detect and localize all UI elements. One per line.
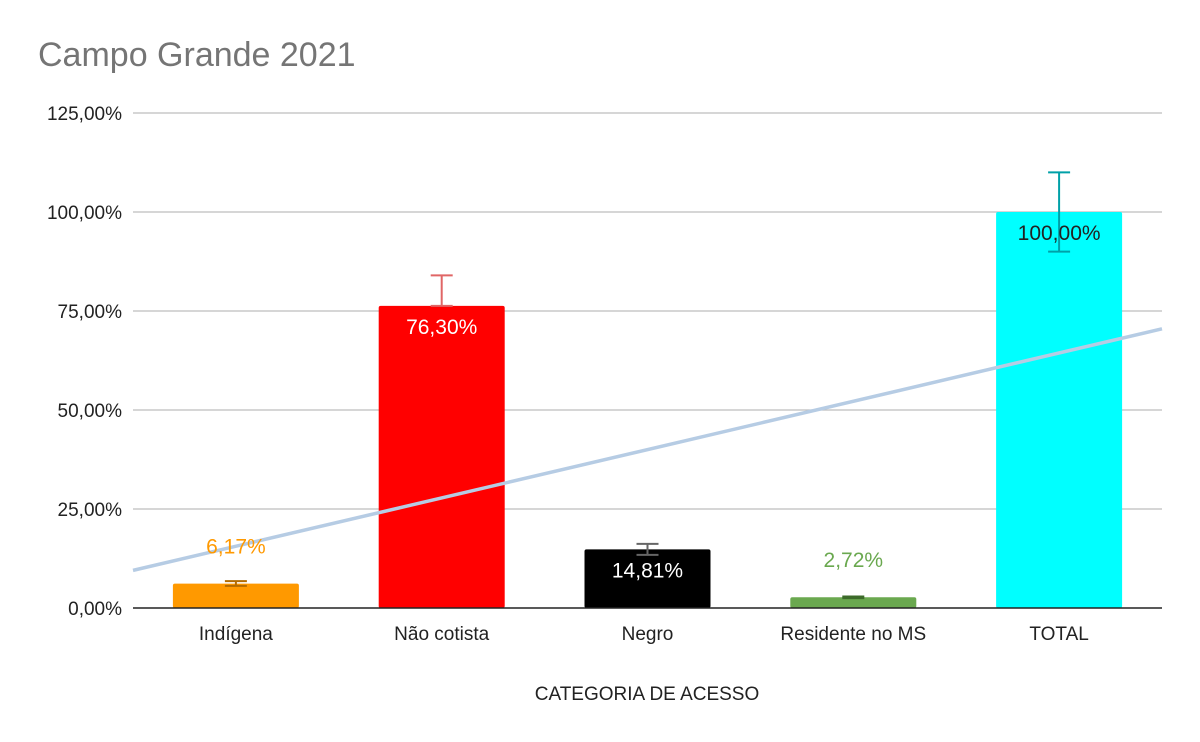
bar-2 [584, 549, 711, 608]
x-tick-label-1: Não cotista [394, 624, 489, 645]
data-label-3: 2,72% [824, 549, 884, 572]
y-tick-label-5: 125,00% [47, 104, 122, 125]
x-tick-label-3: Residente no MS [780, 624, 926, 645]
data-label-0: 6,17% [206, 536, 266, 559]
chart-title: Campo Grande 2021 [38, 36, 356, 74]
y-tick-label-3: 75,00% [58, 302, 123, 323]
data-labels: 6,17% 76,30% 14,81% 2,72% 100,00% [206, 222, 1100, 582]
bar-3 [790, 597, 917, 608]
y-tick-label-4: 100,00% [47, 203, 122, 224]
x-tick-label-0: Indígena [199, 624, 273, 645]
data-label-2: 14,81% [612, 559, 683, 582]
x-tick-label-2: Negro [622, 624, 674, 645]
y-tick-label-0: 0,00% [68, 599, 122, 620]
error-bars [224, 171, 1071, 600]
data-label-1: 76,30% [406, 316, 477, 339]
bar-4 [996, 212, 1123, 608]
bars [172, 212, 1123, 608]
x-axis-title: CATEGORIA DE ACESSO [535, 684, 760, 705]
y-axis: 0,00% 25,00% 50,00% 75,00% 100,00% 125,00% [47, 104, 122, 620]
bar-0 [172, 583, 299, 608]
gridlines [133, 112, 1162, 510]
x-tick-label-4: TOTAL [1029, 624, 1088, 645]
trendline [132, 327, 1163, 573]
data-label-4: 100,00% [1018, 222, 1101, 245]
x-axis: Indígena Não cotista Negro Residente no MS T… [133, 607, 1162, 645]
y-tick-label-2: 50,00% [58, 401, 123, 422]
y-tick-label-1: 25,00% [58, 500, 123, 521]
trendline-line [132, 327, 1163, 573]
bar-1 [378, 305, 505, 608]
